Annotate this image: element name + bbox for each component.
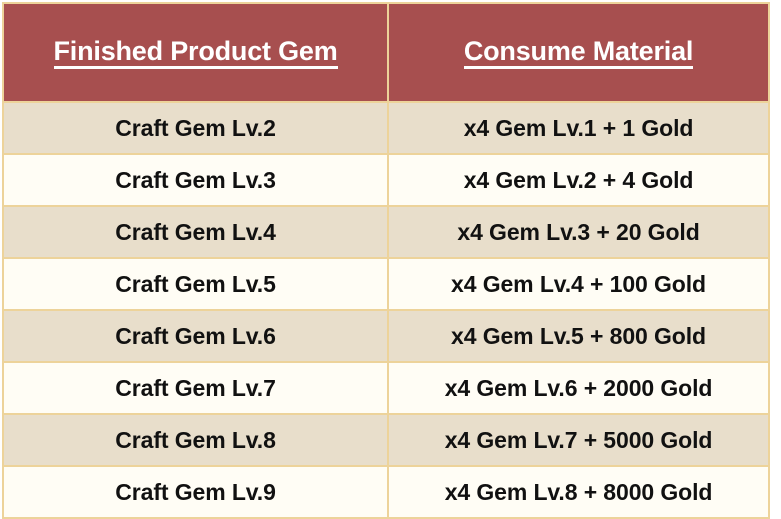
cell-consume-material: x4 Gem Lv.8 + 8000 Gold (389, 465, 768, 517)
cell-finished-product: Craft Gem Lv.2 (4, 101, 390, 153)
cell-finished-product: Craft Gem Lv.4 (4, 205, 390, 257)
header-consume-material: Consume Material (389, 4, 768, 101)
craft-gem-table-container: Finished Product Gem Consume Material Cr… (2, 2, 770, 519)
cell-finished-product: Craft Gem Lv.3 (4, 153, 390, 205)
table-row: Craft Gem Lv.7 x4 Gem Lv.6 + 2000 Gold (4, 361, 768, 413)
cell-finished-product: Craft Gem Lv.6 (4, 309, 390, 361)
table-row: Craft Gem Lv.3 x4 Gem Lv.2 + 4 Gold (4, 153, 768, 205)
cell-finished-product: Craft Gem Lv.8 (4, 413, 390, 465)
header-finished-product-gem-label: Finished Product Gem (53, 37, 338, 70)
table-row: Craft Gem Lv.9 x4 Gem Lv.8 + 8000 Gold (4, 465, 768, 517)
table-row: Craft Gem Lv.6 x4 Gem Lv.5 + 800 Gold (4, 309, 768, 361)
cell-consume-material: x4 Gem Lv.5 + 800 Gold (389, 309, 768, 361)
cell-consume-material: x4 Gem Lv.1 + 1 Gold (389, 101, 768, 153)
header-finished-product-gem: Finished Product Gem (4, 4, 390, 101)
cell-consume-material: x4 Gem Lv.6 + 2000 Gold (389, 361, 768, 413)
table-body: Craft Gem Lv.2 x4 Gem Lv.1 + 1 Gold Craf… (4, 101, 768, 517)
table-header-row: Finished Product Gem Consume Material (4, 4, 768, 101)
cell-consume-material: x4 Gem Lv.4 + 100 Gold (389, 257, 768, 309)
cell-finished-product: Craft Gem Lv.7 (4, 361, 390, 413)
cell-finished-product: Craft Gem Lv.9 (4, 465, 390, 517)
table-header: Finished Product Gem Consume Material (4, 4, 768, 101)
cell-finished-product: Craft Gem Lv.5 (4, 257, 390, 309)
header-consume-material-label: Consume Material (463, 37, 693, 70)
table-row: Craft Gem Lv.4 x4 Gem Lv.3 + 20 Gold (4, 205, 768, 257)
craft-gem-table: Finished Product Gem Consume Material Cr… (2, 2, 770, 519)
table-row: Craft Gem Lv.2 x4 Gem Lv.1 + 1 Gold (4, 101, 768, 153)
table-row: Craft Gem Lv.5 x4 Gem Lv.4 + 100 Gold (4, 257, 768, 309)
cell-consume-material: x4 Gem Lv.3 + 20 Gold (389, 205, 768, 257)
cell-consume-material: x4 Gem Lv.2 + 4 Gold (389, 153, 768, 205)
cell-consume-material: x4 Gem Lv.7 + 5000 Gold (389, 413, 768, 465)
table-row: Craft Gem Lv.8 x4 Gem Lv.7 + 5000 Gold (4, 413, 768, 465)
